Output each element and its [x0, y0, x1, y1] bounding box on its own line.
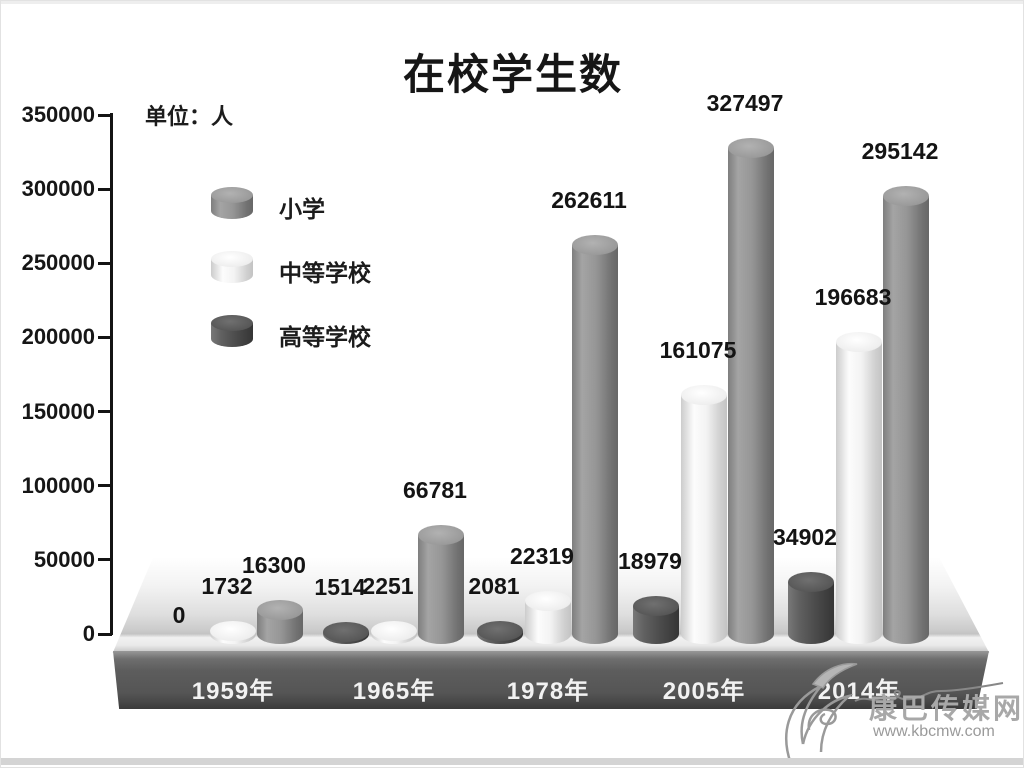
cylinder-top [257, 599, 303, 620]
bar-中等学校-2005年 [681, 385, 727, 644]
bar-value-label: 66781 [403, 477, 467, 503]
y-tick-label: 50000 [33, 546, 95, 572]
y-tick-label: 250000 [21, 250, 95, 276]
y-axis-tick [98, 484, 112, 488]
cylinder-body [836, 342, 882, 644]
y-tick-label: 100000 [21, 472, 95, 498]
x-axis-label: 1978年 [506, 678, 590, 705]
legend-label: 中等学校 [279, 260, 371, 286]
cylinder-top [525, 590, 571, 611]
bar-value-label: 262611 [551, 186, 627, 213]
x-axis-label: 1959年 [191, 678, 275, 705]
y-tick-label: 300000 [21, 176, 95, 202]
bar-value-label: 295142 [861, 138, 939, 165]
bar-value-label: 196683 [814, 284, 892, 311]
legend-label: 高等学校 [279, 324, 371, 350]
bar-中等学校-1965年 [371, 620, 417, 644]
cylinder-body [883, 196, 929, 644]
cylinder-body [728, 148, 774, 644]
bottom-border-strip [1, 758, 1023, 765]
y-tick-label: 0 [82, 621, 95, 646]
cylinder-top [211, 315, 253, 331]
bar-value-label: 161075 [659, 337, 737, 364]
platform-front-face: 1959年 1965年 1978年 2005年 2014年 [113, 651, 989, 709]
cylinder-top [323, 621, 369, 642]
cylinder-top [572, 234, 618, 255]
cylinder-body [572, 244, 618, 644]
page-title: 在校学生数 [402, 51, 623, 98]
bar-小学-1978年 [572, 234, 618, 644]
cylinder-top [883, 186, 929, 207]
y-axis-line [110, 113, 113, 635]
watermark-signature-squiggle-icon [854, 682, 1004, 703]
y-axis-tick [98, 187, 112, 191]
cylinder-top [211, 251, 253, 267]
cylinder-body [788, 582, 834, 644]
bar-value-label: 34902 [773, 524, 837, 551]
bar-小学-1959年 [257, 599, 303, 644]
watermark-site-url: www.kbcmw.com [873, 723, 995, 740]
cylinder-top [210, 621, 256, 642]
bar-value-label: 18979 [618, 547, 682, 574]
x-axis-label: 1965年 [352, 678, 436, 705]
bar-value-label: 2251 [362, 572, 414, 599]
unit-label: 单位：人 [145, 104, 234, 129]
y-axis-tick [98, 335, 112, 339]
legend-swatch-cylinder-icon [211, 315, 253, 347]
bar-value-label: 16300 [242, 551, 306, 578]
cylinder-top [681, 385, 727, 406]
y-axis-tick [98, 410, 112, 414]
x-axis-label: 2005年 [662, 678, 746, 705]
bar-value-label: 1514 [314, 573, 366, 600]
y-tick-label: 150000 [21, 398, 95, 424]
watermark-logo-leaf-swoosh-icon [785, 662, 858, 765]
cylinder-top [477, 620, 523, 641]
watermark-site-name: 康巴传媒网 [869, 693, 1024, 724]
bar-value-label: 327497 [706, 90, 784, 117]
cylinder-top [836, 332, 882, 353]
legend-swatch-cylinder-icon [211, 251, 253, 283]
bar-value-label: 22319 [510, 542, 574, 569]
bar-小学-2005年 [728, 138, 774, 644]
bar-value-label: 2081 [468, 572, 520, 599]
bar-高等学校-2014年 [788, 572, 834, 644]
top-border-strip [1, 1, 1023, 4]
cylinder-top [728, 138, 774, 159]
cylinder-top [211, 187, 253, 203]
bar-中等学校-1959年 [210, 621, 256, 644]
y-tick-label: 350000 [21, 102, 95, 127]
cylinder-top [633, 595, 679, 616]
bar-value-label: 0 [172, 602, 186, 628]
legend-label: 小学 [279, 196, 325, 222]
bar-高等学校-2005年 [633, 595, 679, 644]
bar-中等学校-2014年 [836, 332, 882, 644]
cylinder-top [418, 525, 464, 545]
legend-swatch-cylinder-icon [211, 187, 253, 219]
y-axis-tick [98, 632, 112, 636]
bar-中等学校-1978年 [525, 590, 571, 644]
y-axis-tick [98, 261, 112, 265]
bar-高等学校-1978年 [477, 620, 523, 644]
y-tick-label: 200000 [21, 324, 95, 350]
cylinder-top [788, 572, 834, 593]
bar-小学-1965年 [418, 525, 464, 644]
y-axis-tick [98, 113, 112, 117]
bar-高等学校-1965年 [323, 621, 369, 644]
cylinder-top [371, 620, 417, 641]
y-axis-tick [98, 558, 112, 562]
cylinder-body [418, 535, 464, 644]
bar-小学-2014年 [883, 186, 929, 644]
cylinder-body [681, 395, 727, 644]
bar-value-label: 1732 [201, 573, 253, 600]
